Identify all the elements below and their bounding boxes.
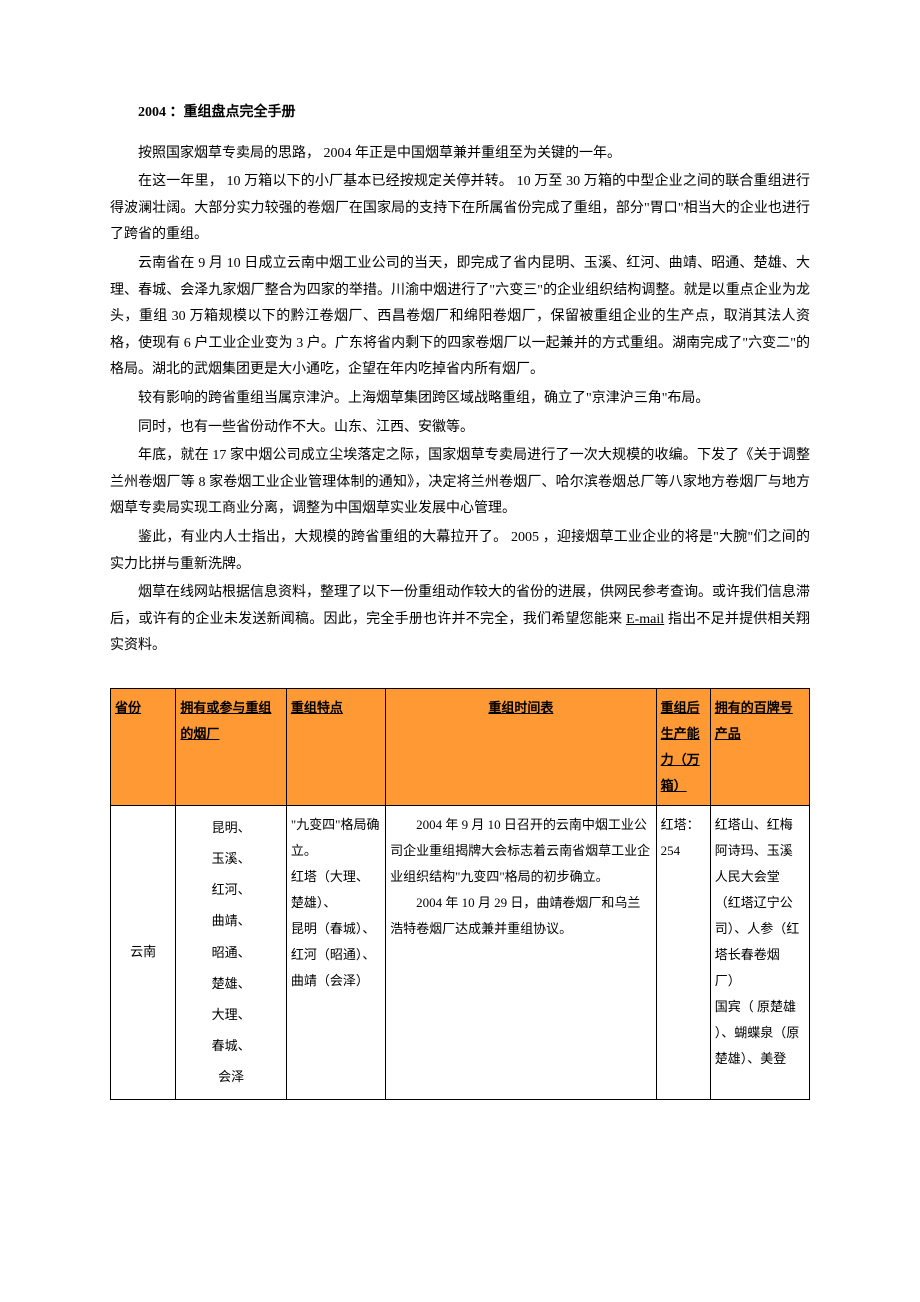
restructure-table: 省份 拥有或参与重组的烟厂 重组特点 重组时间表 重组后生产能力（万箱） 拥有的…: [110, 688, 810, 1100]
paragraph-1: 按照国家烟草专卖局的思路， 2004 年正是中国烟草兼并重组至为关键的一年。: [110, 141, 810, 168]
paragraph-4: 较有影响的跨省重组当属京津沪。上海烟草集团跨区域战略重组，确立了"京津沪三角"布…: [110, 386, 810, 413]
paragraph-6: 年底，就在 17 家中烟公司成立尘埃落定之际，国家烟草专卖局进行了一次大规模的收…: [110, 443, 810, 523]
cell-features: "九变四"格局确立。红塔（大理、楚雄）、昆明（春城）、红河（昭通）、曲靖（会泽）: [286, 805, 385, 1099]
table-row: 云南 昆明、玉溪、红河、曲靖、昭通、楚雄、大理、春城、会泽 "九变四"格局确立。…: [111, 805, 810, 1099]
col-header-brands: 拥有的百牌号产品: [710, 688, 809, 805]
cell-capacity: 红塔：254: [656, 805, 710, 1099]
cell-province: 云南: [111, 805, 176, 1099]
paragraph-2: 在这一年里， 10 万箱以下的小厂基本已经按规定关停并转。 10 万至 30 万…: [110, 169, 810, 249]
timeline-p2: 2004 年 10 月 29 日，曲靖卷烟厂和乌兰浩特卷烟厂达成兼并重组协议。: [390, 890, 652, 942]
table-header-row: 省份 拥有或参与重组的烟厂 重组特点 重组时间表 重组后生产能力（万箱） 拥有的…: [111, 688, 810, 805]
paragraph-3: 云南省在 9 月 10 日成立云南中烟工业公司的当天，即完成了省内昆明、玉溪、红…: [110, 251, 810, 384]
timeline-p1: 2004 年 9 月 10 日召开的云南中烟工业公司企业重组揭牌大会标志着云南省…: [390, 812, 652, 890]
document-title: 2004 ：重组盘点完全手册: [110, 100, 810, 127]
col-header-factories: 拥有或参与重组的烟厂: [176, 688, 286, 805]
cell-factories: 昆明、玉溪、红河、曲靖、昭通、楚雄、大理、春城、会泽: [176, 805, 286, 1099]
cell-timeline: 2004 年 9 月 10 日召开的云南中烟工业公司企业重组揭牌大会标志着云南省…: [386, 805, 657, 1099]
col-header-features: 重组特点: [286, 688, 385, 805]
col-header-capacity: 重组后生产能力（万箱）: [656, 688, 710, 805]
paragraph-8: 烟草在线网站根据信息资料，整理了以下一份重组动作较大的省份的进展，供网民参考查询…: [110, 580, 810, 660]
col-header-timeline: 重组时间表: [386, 688, 657, 805]
col-header-province: 省份: [111, 688, 176, 805]
paragraph-5: 同时，也有一些省份动作不大。山东、江西、安徽等。: [110, 415, 810, 442]
cell-brands: 红塔山、红梅阿诗玛、玉溪人民大会堂（红塔辽宁公司）、人参（红塔长春卷烟厂）国宾（…: [710, 805, 809, 1099]
paragraph-7: 鉴此，有业内人士指出，大规模的跨省重组的大幕拉开了。 2005 ，迎接烟草工业企…: [110, 525, 810, 578]
email-link[interactable]: E-mail: [626, 612, 664, 627]
